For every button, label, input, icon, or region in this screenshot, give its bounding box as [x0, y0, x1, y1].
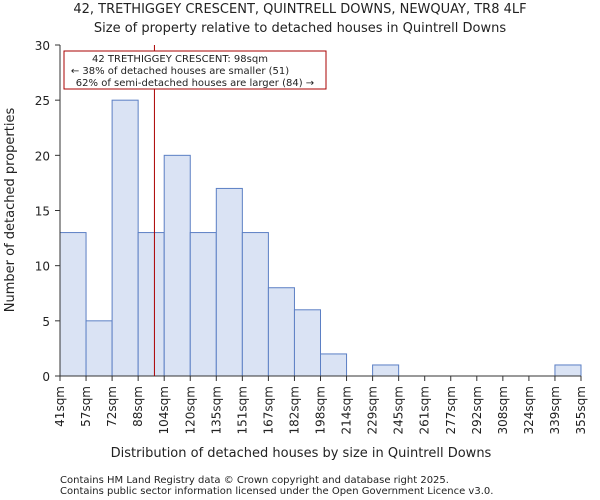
annotation-box — [63, 50, 327, 90]
y-tick-label-0: 0 — [42, 370, 50, 384]
x-tick-label-355sqm: 355sqm — [574, 386, 588, 434]
x-tick-label-308sqm: 308sqm — [496, 386, 510, 434]
x-tick-label-88sqm: 88sqm — [131, 386, 145, 427]
bars-layer — [59, 99, 582, 377]
annotation-line-3: 62% of semi-detached houses are larger (… — [76, 78, 314, 89]
x-tick-label-198sqm: 198sqm — [314, 386, 328, 434]
x-tick-label-182sqm: 182sqm — [287, 386, 301, 434]
bar-72sqm — [111, 99, 139, 377]
bar-198sqm — [320, 353, 348, 377]
x-tick-label-135sqm: 135sqm — [209, 386, 223, 434]
bar-229sqm — [372, 364, 400, 377]
bar-104sqm — [163, 154, 191, 377]
y-tick-label-5: 5 — [42, 315, 50, 329]
bar-88sqm — [137, 232, 165, 377]
y-tick-label-25: 25 — [35, 94, 50, 108]
bar-135sqm — [215, 187, 243, 377]
bar-151sqm — [241, 232, 269, 377]
x-tick-label-214sqm: 214sqm — [340, 386, 354, 434]
x-tick-label-245sqm: 245sqm — [392, 386, 406, 434]
y-tick-label-20: 20 — [35, 149, 50, 163]
x-tick-label-339sqm: 339sqm — [548, 386, 562, 434]
y-axis-label: Number of detached properties — [3, 108, 18, 313]
x-axis-label: Distribution of detached houses by size … — [111, 446, 492, 461]
bar-120sqm — [189, 232, 217, 377]
footer-line-1: Contains HM Land Registry data © Crown c… — [60, 475, 449, 486]
x-tick-label-324sqm: 324sqm — [522, 386, 536, 434]
annotation-line-2: ← 38% of detached houses are smaller (51… — [71, 66, 289, 77]
x-tick-label-151sqm: 151sqm — [235, 386, 249, 434]
annotation-line-1: 42 TRETHIGGEY CRESCENT: 98sqm — [92, 54, 268, 65]
x-tick-label-57sqm: 57sqm — [79, 386, 93, 427]
x-tick-label-292sqm: 292sqm — [470, 386, 484, 434]
x-tick-label-277sqm: 277sqm — [444, 386, 458, 434]
x-tick-label-72sqm: 72sqm — [105, 386, 119, 427]
chart-title: 42, TRETHIGGEY CRESCENT, QUINTRELL DOWNS… — [73, 2, 526, 17]
bar-182sqm — [293, 309, 322, 377]
x-tick-label-104sqm: 104sqm — [157, 386, 171, 434]
x-tick-label-41sqm: 41sqm — [53, 386, 67, 427]
x-tick-label-261sqm: 261sqm — [418, 386, 432, 434]
footer-line-2: Contains public sector information licen… — [60, 486, 493, 497]
ticks-layer: 0 5 10 15 20 25 30 41sqm 57sqm 72sqm 88sqm 104sqm 12… — [35, 39, 588, 434]
x-tick-label-229sqm: 229sqm — [366, 386, 380, 434]
y-tick-label-30: 30 — [35, 39, 50, 53]
bar-57sqm — [85, 320, 113, 377]
chart-subtitle: Size of property relative to detached ho… — [94, 21, 506, 36]
x-tick-label-167sqm: 167sqm — [261, 386, 275, 434]
x-tick-label-120sqm: 120sqm — [183, 386, 197, 434]
bar-167sqm — [267, 287, 295, 377]
y-tick-label-10: 10 — [35, 260, 50, 274]
bar-41sqm — [59, 232, 87, 377]
y-tick-label-15: 15 — [35, 205, 50, 219]
bar-339sqm — [554, 364, 582, 377]
